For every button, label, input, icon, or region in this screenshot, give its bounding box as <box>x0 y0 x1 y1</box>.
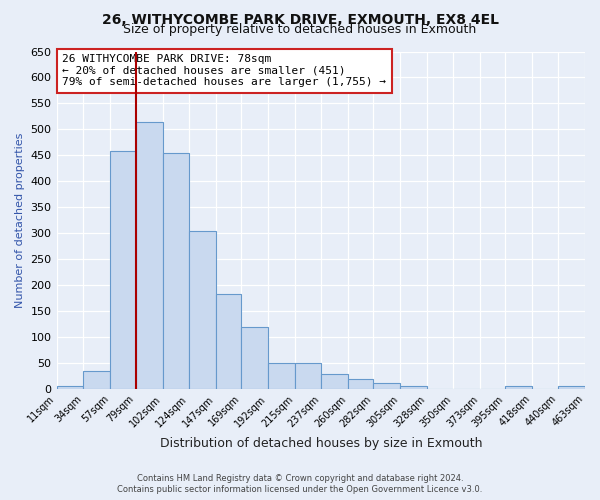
Bar <box>347 378 373 389</box>
Bar <box>558 386 585 389</box>
Bar <box>188 230 215 389</box>
Bar <box>215 294 241 389</box>
Bar <box>505 386 532 389</box>
Bar <box>295 363 321 389</box>
Bar <box>400 386 427 389</box>
Bar <box>56 386 83 389</box>
Bar <box>163 152 188 389</box>
X-axis label: Distribution of detached houses by size in Exmouth: Distribution of detached houses by size … <box>160 437 482 450</box>
Text: 26 WITHYCOMBE PARK DRIVE: 78sqm
← 20% of detached houses are smaller (451)
79% o: 26 WITHYCOMBE PARK DRIVE: 78sqm ← 20% of… <box>62 54 386 88</box>
Bar <box>110 151 136 389</box>
Bar <box>136 122 163 389</box>
Bar <box>241 326 268 389</box>
Bar <box>321 374 347 389</box>
Bar <box>83 370 110 389</box>
Text: Size of property relative to detached houses in Exmouth: Size of property relative to detached ho… <box>124 22 476 36</box>
Text: 26, WITHYCOMBE PARK DRIVE, EXMOUTH, EX8 4EL: 26, WITHYCOMBE PARK DRIVE, EXMOUTH, EX8 … <box>101 12 499 26</box>
Bar <box>268 363 295 389</box>
Bar <box>373 382 400 389</box>
Y-axis label: Number of detached properties: Number of detached properties <box>15 132 25 308</box>
Text: Contains HM Land Registry data © Crown copyright and database right 2024.
Contai: Contains HM Land Registry data © Crown c… <box>118 474 482 494</box>
